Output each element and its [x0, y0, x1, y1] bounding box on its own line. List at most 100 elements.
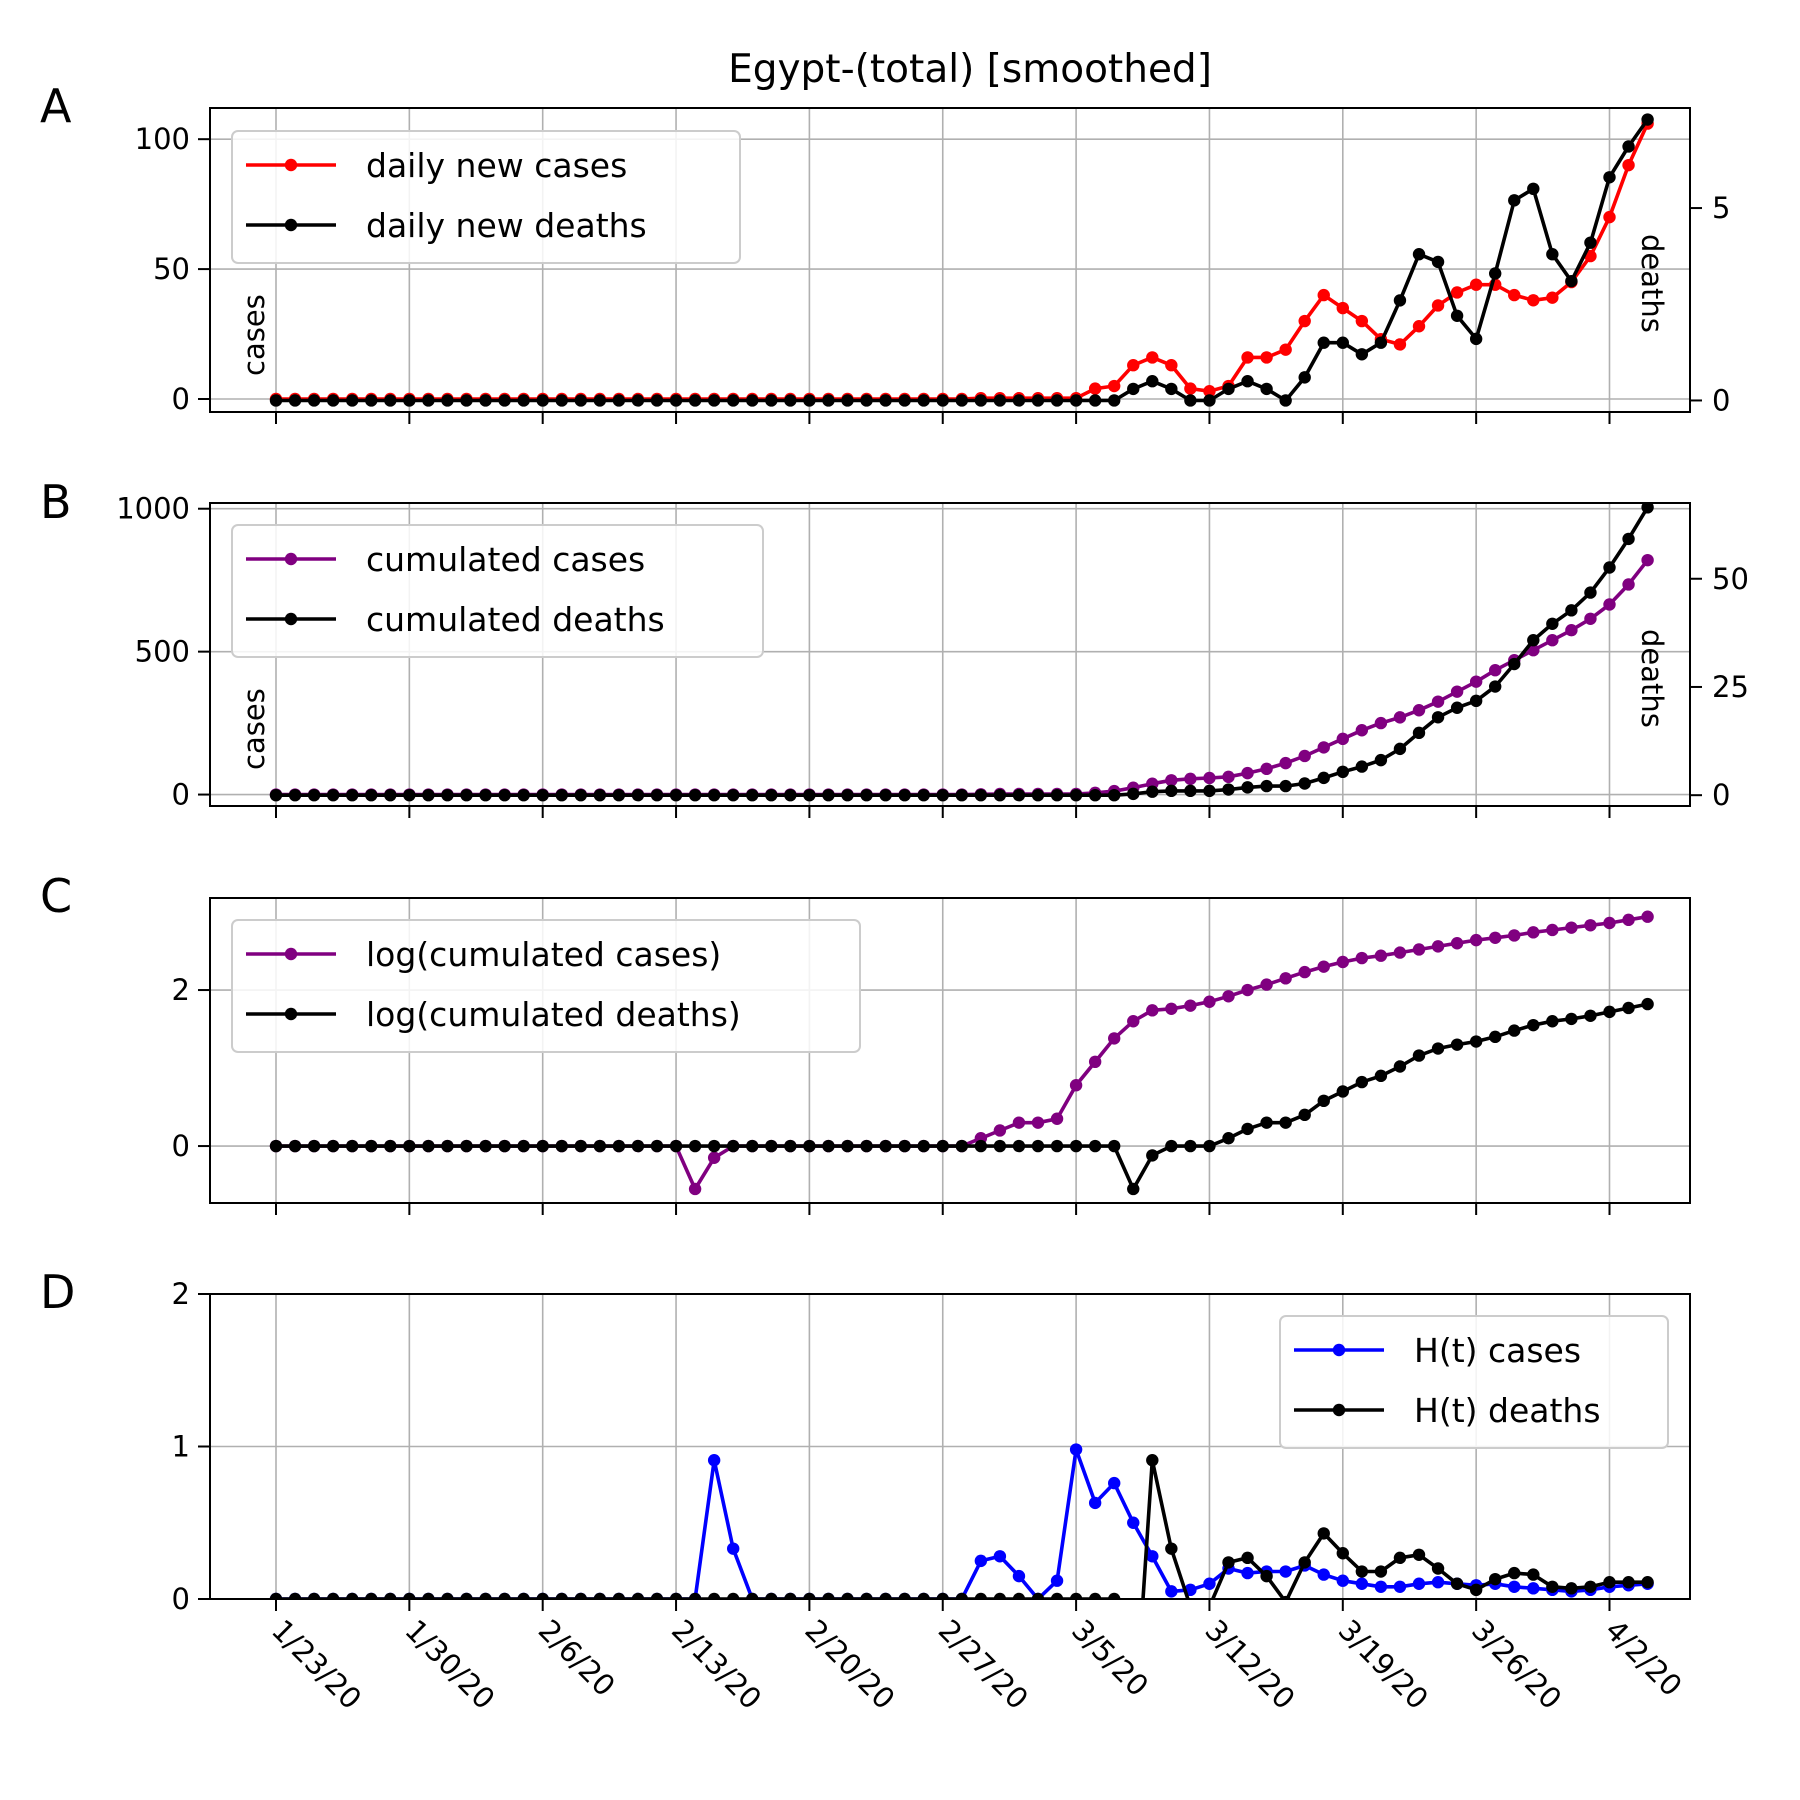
data-point	[1184, 999, 1197, 1012]
y-tick-label: 100	[135, 122, 190, 156]
data-point	[898, 788, 911, 802]
data-point	[1431, 1042, 1445, 1055]
data-point	[1527, 644, 1540, 657]
data-point	[822, 394, 835, 407]
data-point	[707, 394, 721, 407]
data-point	[879, 788, 892, 802]
data-point	[1031, 1592, 1045, 1599]
data-point	[1584, 612, 1597, 625]
data-point	[1584, 919, 1597, 932]
data-point	[1031, 1139, 1045, 1153]
data-point	[1222, 990, 1235, 1003]
x-tick-label: 2/6/20	[532, 1613, 622, 1703]
data-point	[1393, 711, 1407, 724]
data-point	[1317, 771, 1330, 785]
legend-label: H(t) cases	[1414, 1331, 1581, 1370]
data-point	[993, 1124, 1007, 1137]
data-point	[441, 1592, 454, 1599]
data-point	[1298, 1108, 1311, 1122]
data-point	[1050, 788, 1064, 802]
data-point	[1450, 937, 1464, 950]
data-point	[1412, 320, 1426, 333]
data-point	[1184, 394, 1197, 407]
data-point	[879, 394, 892, 407]
data-point	[1469, 933, 1483, 947]
data-point	[1012, 1592, 1026, 1599]
data-point	[1546, 1580, 1559, 1594]
data-point	[1431, 1576, 1445, 1589]
panel-letter: B	[40, 475, 72, 529]
data-point	[574, 1592, 587, 1599]
data-point	[993, 394, 1007, 407]
data-point	[555, 1592, 568, 1599]
data-point	[1279, 779, 1292, 793]
legend: log(cumulated cases) log(cumulated deaths…	[231, 919, 861, 1053]
data-point	[688, 1139, 702, 1153]
data-point	[326, 1592, 340, 1599]
data-point	[1088, 1055, 1102, 1069]
data-point	[1431, 1562, 1445, 1575]
data-point	[936, 788, 949, 802]
data-point	[1088, 1496, 1102, 1510]
data-point	[307, 1139, 321, 1153]
data-point	[803, 1139, 816, 1153]
data-point	[1431, 299, 1445, 312]
data-point	[650, 1592, 664, 1599]
data-point	[1469, 1035, 1483, 1048]
data-point	[1546, 923, 1559, 937]
data-point	[612, 394, 626, 407]
y-axis-label: cases	[237, 294, 271, 376]
data-point	[765, 1139, 778, 1153]
data-point	[536, 1139, 549, 1153]
legend-label: log(cumulated deaths)	[366, 995, 741, 1034]
data-point	[1108, 788, 1121, 802]
data-point	[1508, 929, 1521, 942]
data-point	[1622, 1576, 1635, 1589]
data-point	[1355, 1577, 1369, 1590]
data-point	[1069, 788, 1083, 802]
data-point	[993, 1139, 1007, 1153]
data-point	[1336, 1085, 1350, 1098]
data-point	[1355, 314, 1369, 328]
data-point	[1260, 779, 1273, 793]
data-point	[631, 1139, 645, 1153]
data-point	[1336, 1547, 1350, 1560]
data-point	[612, 1592, 626, 1599]
y2-tick-label: 0	[1712, 383, 1730, 417]
data-point	[765, 1592, 778, 1599]
data-point	[536, 394, 549, 407]
data-point	[1108, 1032, 1121, 1045]
data-point	[1165, 784, 1178, 798]
data-point	[822, 1592, 835, 1599]
y-tick-label: 1	[172, 1430, 190, 1464]
x-tick-label: 2/13/20	[665, 1613, 768, 1716]
data-point	[898, 394, 911, 407]
data-point	[746, 1139, 759, 1153]
data-point	[1279, 972, 1292, 985]
data-point	[650, 1139, 664, 1153]
data-point	[1165, 382, 1178, 396]
data-point	[517, 394, 530, 407]
data-point	[1241, 1122, 1254, 1136]
data-point	[1317, 1568, 1330, 1581]
data-point	[1603, 598, 1616, 611]
data-point	[1298, 965, 1311, 979]
data-point	[1527, 634, 1540, 647]
data-point	[1127, 787, 1140, 801]
data-point	[1546, 1015, 1559, 1028]
data-point	[1469, 675, 1483, 688]
data-point	[917, 1592, 930, 1599]
data-point	[498, 788, 511, 802]
data-point	[1355, 1565, 1369, 1578]
data-point	[1374, 716, 1388, 730]
data-point	[403, 1139, 416, 1153]
data-point	[1412, 1577, 1426, 1590]
data-point	[1508, 1566, 1521, 1580]
data-point	[1641, 1576, 1654, 1589]
data-point	[1355, 760, 1369, 773]
data-point	[765, 394, 778, 407]
data-point	[1489, 1572, 1502, 1586]
y2-axis-label: deaths	[1635, 629, 1669, 728]
data-point	[1431, 695, 1445, 708]
data-point	[1069, 1139, 1083, 1153]
